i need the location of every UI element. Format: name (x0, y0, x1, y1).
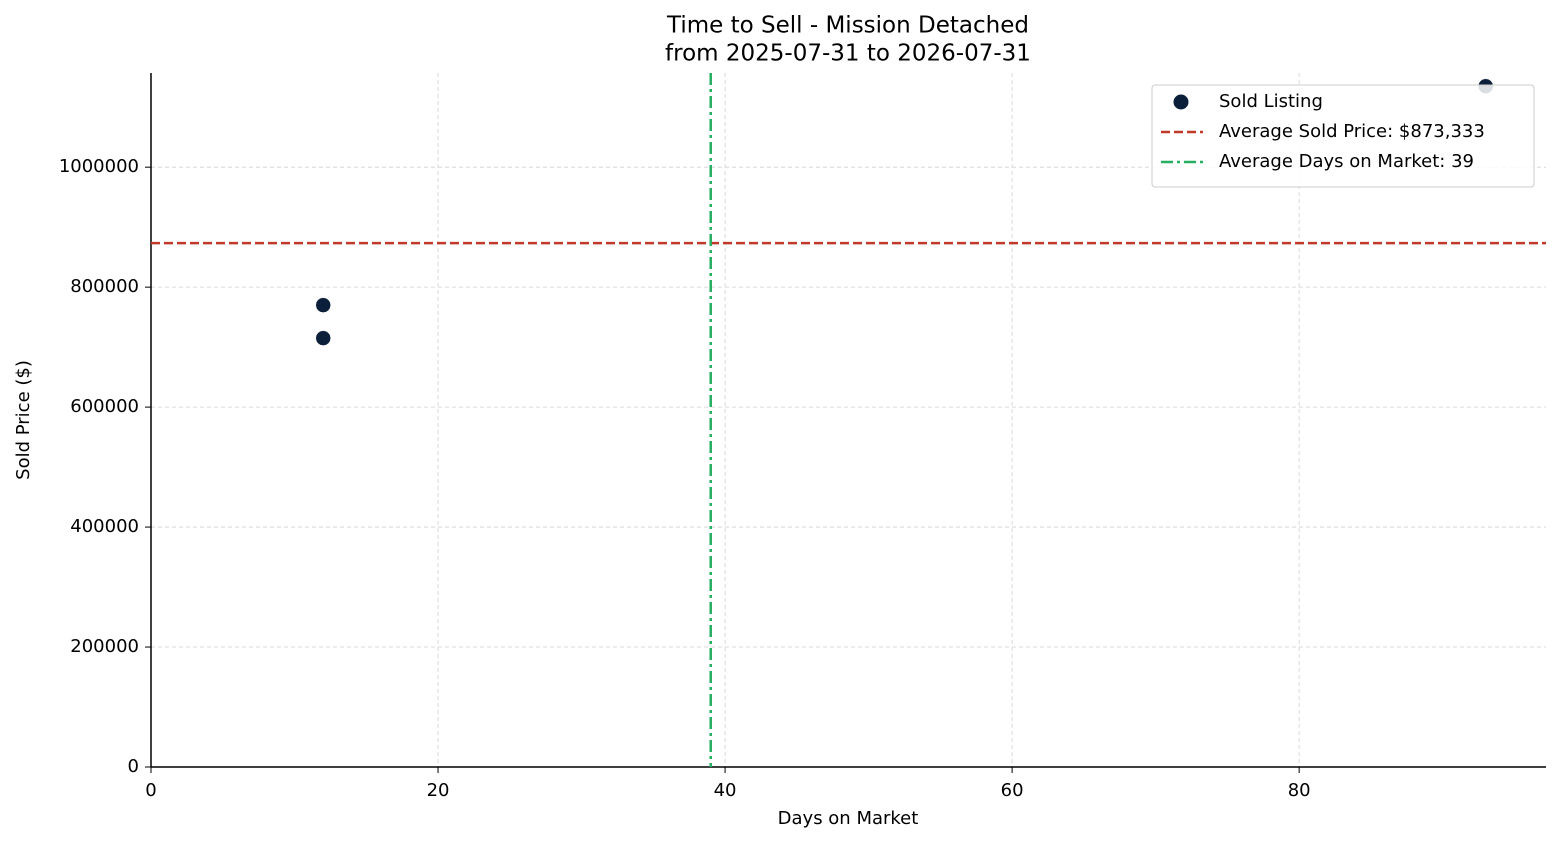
chart-subtitle: from 2025-07-31 to 2026-07-31 (665, 41, 1031, 67)
legend-label: Average Sold Price: $873,333 (1219, 121, 1485, 142)
legend-marker (1173, 94, 1189, 110)
legend-label: Average Days on Market: 39 (1219, 151, 1474, 172)
x-tick-label: 0 (145, 780, 156, 801)
x-tick-label: 20 (427, 780, 450, 801)
legend-box (1151, 84, 1535, 188)
point (315, 330, 331, 346)
chart-title: Time to Sell - Mission Detached (666, 13, 1029, 39)
x-axis-label: Days on Market (778, 808, 919, 829)
y-tick-label: 1000000 (59, 156, 139, 177)
x-tick-label: 60 (1001, 780, 1024, 801)
y-tick-label: 600000 (70, 396, 139, 417)
y-axis-label: Sold Price ($) (13, 360, 34, 480)
x-tick-label: 80 (1288, 780, 1311, 801)
legend-label: Sold Listing (1219, 91, 1323, 112)
y-tick-label: 800000 (70, 276, 139, 297)
point (315, 297, 331, 313)
x-tick-label: 40 (714, 780, 737, 801)
y-tick-label: 400000 (70, 516, 139, 537)
y-tick-label: 200000 (70, 636, 139, 657)
y-tick-label: 0 (128, 756, 139, 777)
